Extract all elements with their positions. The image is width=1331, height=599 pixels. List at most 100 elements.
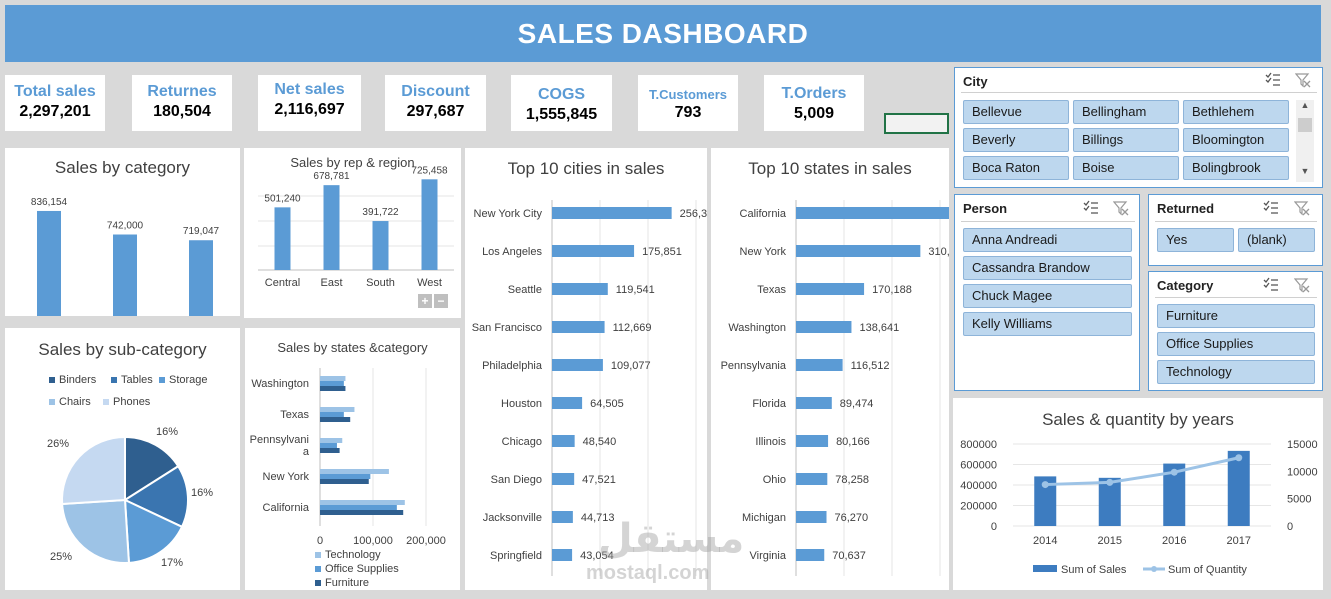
bar <box>421 179 438 270</box>
top-states-panel[interactable]: Top 10 states in sales California457,688… <box>711 148 949 590</box>
bar <box>320 448 340 453</box>
slicer-item-boise[interactable]: Boise <box>1073 156 1179 180</box>
legend-label: Furniture <box>325 577 369 589</box>
bar <box>320 505 397 510</box>
category-label: Springfield <box>490 550 542 562</box>
category-label: Seattle <box>508 284 542 296</box>
kpi-label: Net sales <box>274 81 345 98</box>
bar <box>552 245 635 257</box>
city-slicer[interactable]: City Bellevue Bellingham Bethlehem Bever… <box>954 67 1323 188</box>
category-slicer[interactable]: Category Furniture Office Supplies Techn… <box>1148 271 1323 391</box>
bar <box>320 510 404 515</box>
dashboard-title: SALES DASHBOARD <box>5 5 1321 62</box>
slicer-item-billings[interactable]: Billings <box>1073 128 1179 152</box>
clear-filter-icon[interactable] <box>1293 277 1310 293</box>
multi-select-icon[interactable] <box>1083 200 1099 216</box>
data-label: 25% <box>50 551 72 563</box>
kpi-discount: Discount 297,687 <box>385 75 486 131</box>
category-label: a <box>303 446 310 458</box>
scroll-thumb[interactable] <box>1298 118 1312 132</box>
sales-by-rep-region-chart: 501,240 Central 678,781 East 391,722 South 725… <box>258 165 454 289</box>
kpi-net-sales: Net sales 2,116,697 <box>258 75 361 131</box>
kpi-returnes: Returnes 180,504 <box>132 75 232 131</box>
data-label: 47,521 <box>582 474 616 486</box>
bar <box>1227 450 1250 526</box>
slicer-item-office-supplies[interactable]: Office Supplies <box>1157 332 1315 356</box>
data-label: 78,258 <box>835 474 869 486</box>
person-slicer[interactable]: Person Anna Andreadi Cassandra Brandow C… <box>954 194 1140 391</box>
chart-title: Sales by rep & region <box>290 155 415 170</box>
line-point <box>1106 478 1114 486</box>
multi-select-icon[interactable] <box>1263 277 1279 293</box>
category-label: New York City <box>474 208 543 220</box>
sales-by-category-panel[interactable]: Sales by category 836,154Technology742,0… <box>5 148 240 316</box>
category-label: Michigan <box>742 512 786 524</box>
expand-button[interactable]: + <box>418 294 432 308</box>
sales-by-rep-region-panel[interactable]: Sales by rep & region 501,240 Central 678,… <box>244 148 461 318</box>
slicer-item-beverly[interactable]: Beverly <box>963 128 1069 152</box>
bar <box>320 479 369 484</box>
clear-filter-icon[interactable] <box>1112 200 1129 216</box>
slicer-item-technology[interactable]: Technology <box>1157 360 1315 384</box>
series-line <box>1045 456 1240 487</box>
selected-cell[interactable] <box>884 113 949 134</box>
kpi-label: COGS <box>537 86 586 103</box>
scroll-down-icon[interactable]: ▼ <box>1300 166 1310 176</box>
slicer-item-chuck-magee[interactable]: Chuck Magee <box>963 284 1132 308</box>
data-label: 119,541 <box>616 284 655 296</box>
bar <box>796 359 843 371</box>
kpi-value: 2,297,201 <box>19 103 91 120</box>
data-label: 76,270 <box>835 512 869 524</box>
collapse-button[interactable]: − <box>434 294 448 308</box>
bar <box>796 321 852 333</box>
slicer-item-furniture[interactable]: Furniture <box>1157 304 1315 328</box>
slicer-item-bloomington[interactable]: Bloomington <box>1183 128 1289 152</box>
tick-label: 10000 <box>1287 466 1318 478</box>
slicer-item-bethlehem[interactable]: Bethlehem <box>1183 100 1289 124</box>
slicer-item-bellingham[interactable]: Bellingham <box>1073 100 1179 124</box>
tick-label: 600000 <box>960 460 997 472</box>
slicer-item-bellevue[interactable]: Bellevue <box>963 100 1069 124</box>
data-label: 678,781 <box>313 171 350 182</box>
sales-by-category-chart: 836,154Technology742,000Furniture719,047… <box>31 197 220 316</box>
slicer-item-kelly-williams[interactable]: Kelly Williams <box>963 312 1132 336</box>
data-label: 170,188 <box>872 284 912 296</box>
watermark-arabic: مستقل <box>598 516 745 562</box>
bar <box>552 359 603 371</box>
data-label: 725,458 <box>411 165 448 176</box>
slicer-item-anna-andreadi[interactable]: Anna Andreadi <box>963 228 1132 252</box>
slicer-title: Person <box>963 201 1008 216</box>
slicer-item-boca-raton[interactable]: Boca Raton <box>963 156 1069 180</box>
slicer-item-blank[interactable]: (blank) <box>1238 228 1315 252</box>
slicer-scrollbar[interactable]: ▲ ▼ <box>1296 100 1314 182</box>
data-label: 109,077 <box>611 360 651 372</box>
slicer-item-bolingbrook[interactable]: Bolingbrook <box>1183 156 1289 180</box>
category-label: South <box>366 277 395 289</box>
category-label: Los Angeles <box>482 246 542 258</box>
clear-filter-icon[interactable] <box>1294 72 1311 88</box>
top-cities-panel[interactable]: Top 10 cities in sales New York City 256,… <box>465 148 707 590</box>
tick-label: 0 <box>1287 521 1293 533</box>
sales-by-states-category-panel[interactable]: Sales by states &category 0 100,000 200,00… <box>245 328 460 590</box>
slicer-item-cassandra-brandow[interactable]: Cassandra Brandow <box>963 256 1132 280</box>
data-label: 16% <box>191 487 213 499</box>
bar <box>320 474 371 479</box>
returned-slicer[interactable]: Returned Yes (blank) <box>1148 194 1323 266</box>
scroll-up-icon[interactable]: ▲ <box>1300 100 1310 110</box>
category-label: Illinois <box>755 436 786 448</box>
legend-marker <box>1151 566 1157 572</box>
sales-quantity-years-panel[interactable]: Sales & quantity by years 800000 600000 40… <box>953 398 1323 590</box>
multi-select-icon[interactable] <box>1265 72 1281 88</box>
category-label: Pennsylvania <box>721 360 787 372</box>
clear-filter-icon[interactable] <box>1293 200 1310 216</box>
tick-label: 200000 <box>960 501 997 513</box>
kpi-total-sales: Total sales 2,297,201 <box>5 75 105 131</box>
sales-by-subcategory-panel[interactable]: Sales by sub-category 16% 16% 17% 25% 26% Bin… <box>5 328 240 590</box>
category-label: Florida <box>752 398 787 410</box>
data-label: 116,512 <box>851 360 890 372</box>
kpi-value: 2,116,697 <box>274 101 345 118</box>
slicer-item-yes[interactable]: Yes <box>1157 228 1234 252</box>
data-label: 112,669 <box>613 322 652 334</box>
multi-select-icon[interactable] <box>1263 200 1279 216</box>
bar <box>552 321 605 333</box>
